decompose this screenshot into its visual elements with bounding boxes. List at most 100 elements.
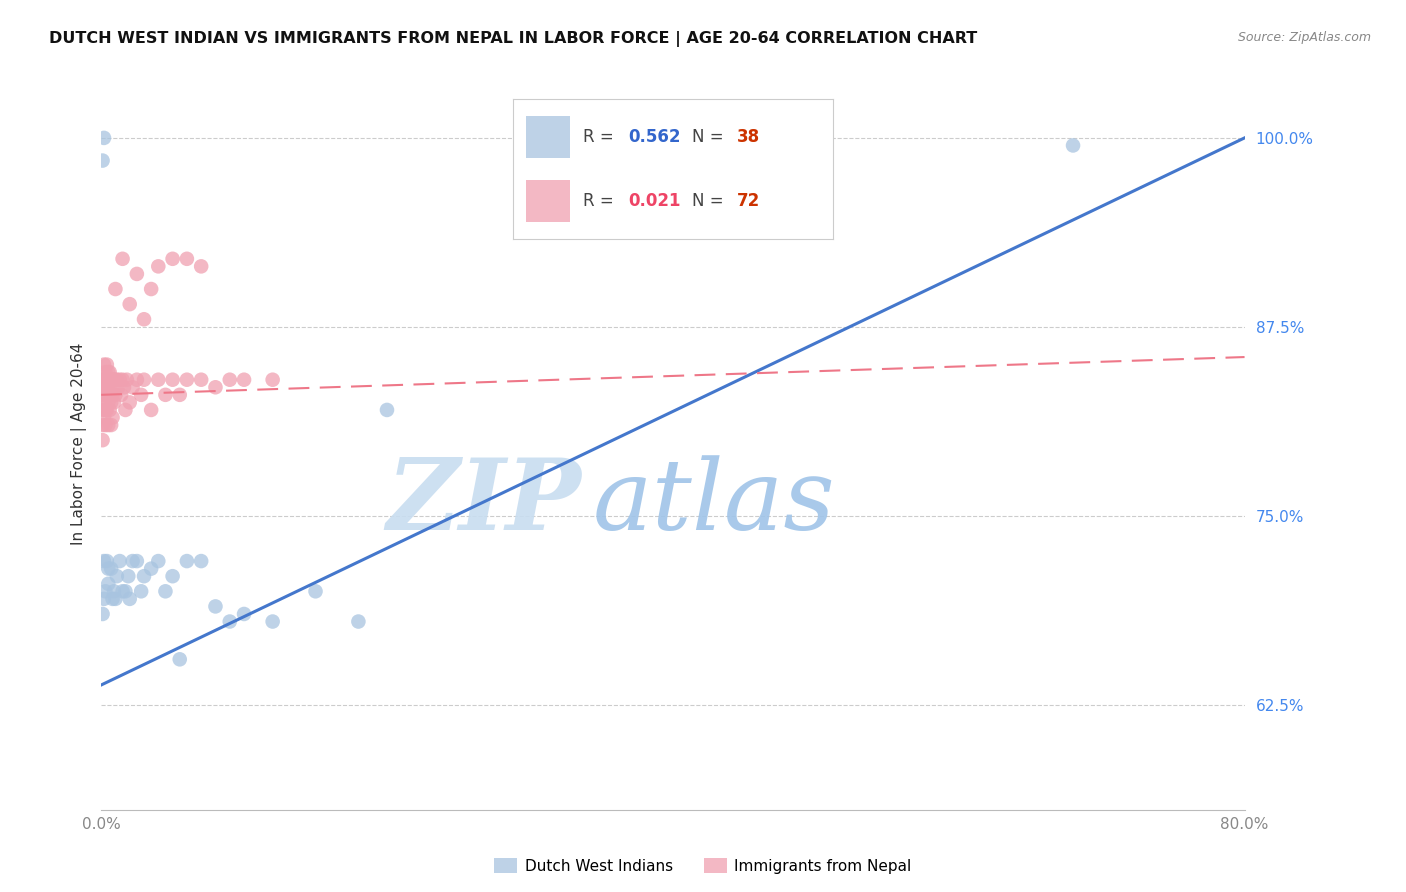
Text: atlas: atlas <box>593 455 835 550</box>
Point <box>91 607 114 621</box>
Point <box>93 395 115 409</box>
Point <box>91 388 114 402</box>
Point <box>97 380 120 394</box>
Point <box>91 153 114 168</box>
Point <box>93 380 115 394</box>
Point <box>176 373 198 387</box>
Point <box>104 282 127 296</box>
Point <box>103 395 125 409</box>
Point <box>111 373 134 387</box>
Point <box>104 591 127 606</box>
Point <box>96 373 118 387</box>
Point <box>94 418 117 433</box>
Point <box>93 373 115 387</box>
Point <box>111 252 134 266</box>
Point <box>148 260 170 274</box>
Point <box>347 615 370 629</box>
Point <box>114 584 136 599</box>
Point <box>169 388 191 402</box>
Point <box>190 554 212 568</box>
Point <box>262 615 284 629</box>
Point <box>125 554 148 568</box>
Point <box>107 380 129 394</box>
Point <box>93 358 115 372</box>
Point <box>118 395 141 409</box>
Point <box>94 380 117 394</box>
Text: ZIP: ZIP <box>387 454 581 551</box>
Point <box>118 297 141 311</box>
Point <box>91 373 114 387</box>
Point <box>96 388 118 402</box>
Point <box>233 607 256 621</box>
Point <box>105 373 128 387</box>
Point <box>375 403 398 417</box>
Point <box>94 403 117 417</box>
Point <box>121 380 143 394</box>
Point <box>204 599 226 614</box>
Point <box>93 554 115 568</box>
Point <box>110 388 132 402</box>
Point <box>262 373 284 387</box>
Point <box>155 388 177 402</box>
Point <box>190 373 212 387</box>
Point <box>204 380 226 394</box>
Text: Source: ZipAtlas.com: Source: ZipAtlas.com <box>1237 31 1371 45</box>
Point <box>101 388 124 402</box>
Y-axis label: In Labor Force | Age 20-64: In Labor Force | Age 20-64 <box>72 343 87 545</box>
Point <box>108 373 131 387</box>
Point <box>93 131 115 145</box>
Point <box>97 418 120 433</box>
Point <box>103 373 125 387</box>
Point <box>91 433 114 447</box>
Point <box>115 373 138 387</box>
Point <box>96 373 118 387</box>
Point <box>132 569 155 583</box>
Point <box>97 561 120 575</box>
Point <box>103 584 125 599</box>
Point <box>100 418 122 433</box>
Point <box>218 615 240 629</box>
Point <box>97 365 120 379</box>
Point <box>155 584 177 599</box>
Point <box>98 365 121 379</box>
Point <box>91 380 114 394</box>
Text: DUTCH WEST INDIAN VS IMMIGRANTS FROM NEPAL IN LABOR FORCE | AGE 20-64 CORRELATIO: DUTCH WEST INDIAN VS IMMIGRANTS FROM NEP… <box>49 31 977 47</box>
Point <box>117 569 139 583</box>
Point <box>104 388 127 402</box>
Point <box>96 403 118 417</box>
Point <box>176 252 198 266</box>
Point <box>101 591 124 606</box>
Point <box>148 554 170 568</box>
Point <box>125 373 148 387</box>
Point <box>132 373 155 387</box>
Point <box>108 554 131 568</box>
Point <box>176 554 198 568</box>
Point <box>94 365 117 379</box>
Point <box>114 403 136 417</box>
Legend: Dutch West Indians, Immigrants from Nepal: Dutch West Indians, Immigrants from Nepa… <box>488 852 918 880</box>
Point <box>1062 138 1084 153</box>
Point <box>129 584 152 599</box>
Point <box>121 554 143 568</box>
Point <box>162 252 184 266</box>
Point <box>112 380 135 394</box>
Point <box>162 569 184 583</box>
Point <box>94 373 117 387</box>
Point <box>233 373 256 387</box>
Point <box>100 395 122 409</box>
Point <box>101 410 124 425</box>
Point <box>169 652 191 666</box>
Point <box>129 388 152 402</box>
Point <box>91 418 114 433</box>
Point <box>97 576 120 591</box>
Point <box>96 554 118 568</box>
Point <box>141 561 163 575</box>
Point <box>98 380 121 394</box>
Point <box>93 591 115 606</box>
Point <box>190 260 212 274</box>
Point <box>104 373 127 387</box>
Point <box>125 267 148 281</box>
Point <box>148 373 170 387</box>
Point <box>111 584 134 599</box>
Point <box>91 403 114 417</box>
